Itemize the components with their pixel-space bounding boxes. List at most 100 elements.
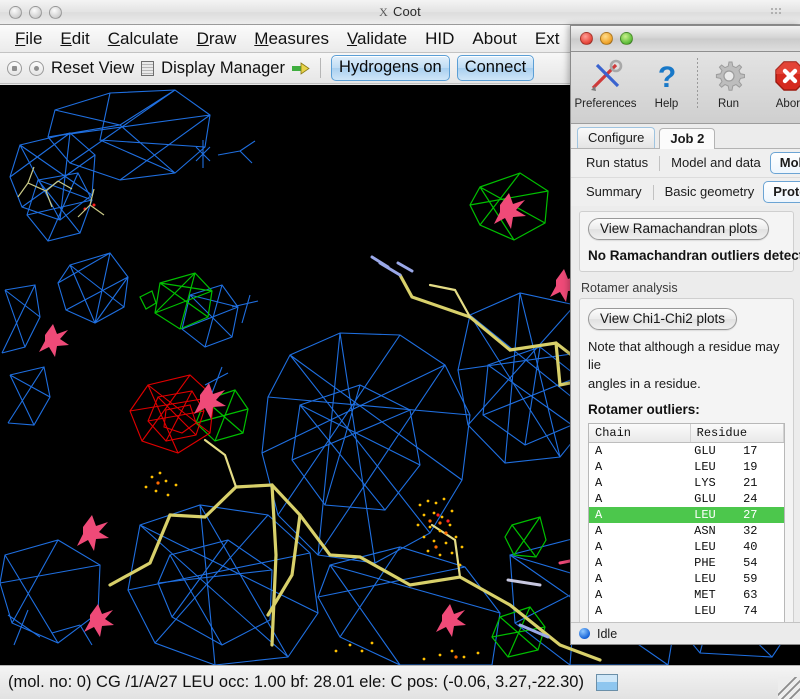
menu-validate[interactable]: Validate — [346, 28, 408, 48]
top-tab-bar[interactable]: Configure Job 2 — [571, 124, 800, 149]
subsection-tab-bar[interactable]: Summary Basic geometry Protein Cl — [571, 178, 800, 206]
tab-job-2[interactable]: Job 2 — [659, 128, 716, 149]
tab-separator — [652, 184, 654, 200]
map-positive-difference-mesh — [139, 172, 549, 658]
cell-chain: A — [595, 492, 603, 507]
cell-resname: LEU — [694, 604, 716, 619]
validation-window-controls[interactable] — [571, 32, 633, 45]
cell-chain: A — [595, 588, 603, 603]
cell-resname: GLU — [694, 492, 716, 507]
table-row[interactable]: A LEU 19 — [589, 459, 784, 475]
table-row[interactable]: A LEU 40 — [589, 539, 784, 555]
status-led-icon — [579, 628, 590, 639]
cell-chain: A — [595, 460, 603, 475]
cell-resname: LYS — [694, 476, 716, 491]
view-ramachandran-plots-button[interactable]: View Ramachandran plots — [588, 218, 770, 240]
rotamer-outliers-table-wrap[interactable]: Chain Residue A GLU 17 A — [588, 423, 785, 644]
tab-basic-geometry[interactable]: Basic geometry — [664, 184, 755, 199]
preferences-button[interactable]: Preferences — [574, 56, 637, 110]
table-row[interactable]: A LEU 74 — [589, 603, 784, 619]
menu-hid[interactable]: HID — [425, 28, 455, 48]
minimize-button[interactable] — [29, 5, 42, 19]
menu-edit[interactable]: Edit — [60, 28, 90, 48]
hydrogens-on-toggle[interactable]: Hydrogens on — [330, 55, 450, 81]
menu-file[interactable]: File — [15, 28, 43, 48]
radio-view-b-icon[interactable] — [29, 60, 44, 76]
radio-view-a-icon[interactable] — [7, 60, 22, 76]
close-button[interactable] — [9, 5, 22, 19]
menu-draw[interactable]: Draw — [196, 28, 237, 48]
table-body: A GLU 17 A LEU 19 A LYS — [589, 443, 784, 644]
cell-chain: A — [595, 540, 603, 555]
tab-separator — [659, 155, 661, 171]
tools-icon — [588, 56, 624, 96]
maximize-button[interactable] — [620, 32, 633, 45]
map-colour-swatch[interactable] — [595, 674, 618, 691]
resize-grip[interactable] — [778, 677, 800, 699]
section-tab-bar[interactable]: Run status Model and data MolProbit — [571, 149, 800, 178]
validation-window: Preferences ? Help — [570, 25, 800, 645]
table-row-selected[interactable]: A LEU 27 — [589, 507, 784, 524]
table-row[interactable]: A MET 63 — [589, 587, 784, 603]
menu-measures[interactable]: Measures — [254, 28, 329, 48]
svg-text:?: ? — [657, 61, 675, 93]
reset-view-button[interactable]: Reset View — [51, 58, 135, 77]
column-header-chain[interactable]: Chain — [589, 424, 691, 444]
cell-chain: A — [595, 476, 603, 491]
table-row[interactable]: A PHE 54 — [589, 555, 784, 571]
table-row[interactable]: A LEU 59 — [589, 571, 784, 587]
tab-model-and-data[interactable]: Model and data — [671, 155, 761, 170]
cell-resname: PHE — [694, 556, 716, 571]
rotamer-outliers-table[interactable]: Chain Residue A GLU 17 A — [589, 424, 784, 644]
cell-chain: A — [595, 444, 603, 459]
connect-button[interactable]: Connect — [456, 55, 535, 81]
display-manager-button[interactable]: Display Manager — [161, 58, 285, 77]
question-mark-icon: ? — [652, 56, 682, 96]
tab-summary[interactable]: Summary — [586, 184, 642, 199]
abort-button[interactable]: Abort — [759, 56, 800, 110]
table-row[interactable]: A GLU 24 — [589, 491, 784, 507]
validation-titlebar[interactable] — [571, 26, 800, 52]
maximize-button[interactable] — [49, 5, 62, 19]
help-label: Help — [654, 98, 679, 110]
abort-label: Abort — [775, 98, 800, 110]
cell-resname: ASN — [694, 524, 716, 539]
cell-resnum: 21 — [743, 476, 758, 491]
window-controls[interactable] — [0, 5, 62, 19]
tab-configure[interactable]: Configure — [577, 127, 656, 148]
go-to-atom-icon[interactable] — [291, 61, 310, 75]
menu-about[interactable]: About — [472, 28, 517, 48]
cell-chain: A — [595, 524, 603, 539]
table-row[interactable]: A GLU 17 — [589, 443, 784, 460]
cell-resnum: 24 — [743, 492, 758, 507]
validation-toolbar[interactable]: Preferences ? Help — [571, 52, 800, 124]
display-manager-icon[interactable] — [141, 60, 155, 76]
coot-titlebar[interactable]: X Coot — [0, 0, 800, 25]
menu-extensions[interactable]: Ext — [534, 28, 560, 48]
cell-resname: LEU — [694, 572, 716, 587]
probe-dots — [83, 203, 480, 661]
help-button[interactable]: ? Help — [636, 56, 697, 110]
view-chi1-chi2-plots-button[interactable]: View Chi1-Chi2 plots — [588, 308, 738, 330]
column-header-residue[interactable]: Residue — [690, 424, 784, 444]
toolbar-separator — [319, 58, 321, 78]
table-row[interactable]: A LYS 21 — [589, 475, 784, 491]
menu-calculate[interactable]: Calculate — [107, 28, 179, 48]
table-row[interactable]: A ASN 32 — [589, 523, 784, 539]
minimize-button[interactable] — [600, 32, 613, 45]
cell-resname: LEU — [694, 508, 716, 523]
rotamer-note-line-1: Note that although a residue may lie — [588, 339, 780, 373]
cell-resnum: 40 — [743, 540, 758, 555]
run-button[interactable]: Run — [698, 56, 759, 110]
rotamer-note-line-2: angles in a residue. — [588, 375, 701, 391]
preferences-label: Preferences — [574, 98, 637, 110]
close-button[interactable] — [580, 32, 593, 45]
status-text: (mol. no: 0) CG /1/A/27 LEU occ: 1.00 bf… — [8, 673, 584, 691]
titlebar-grip — [770, 7, 782, 16]
tab-molprobity[interactable]: MolProbit — [769, 152, 800, 174]
tab-protein[interactable]: Protein — [763, 181, 800, 203]
tab-run-status[interactable]: Run status — [586, 155, 649, 170]
toolbar-separator — [697, 58, 698, 110]
cell-resnum: 17 — [743, 444, 758, 459]
run-label: Run — [717, 98, 740, 110]
